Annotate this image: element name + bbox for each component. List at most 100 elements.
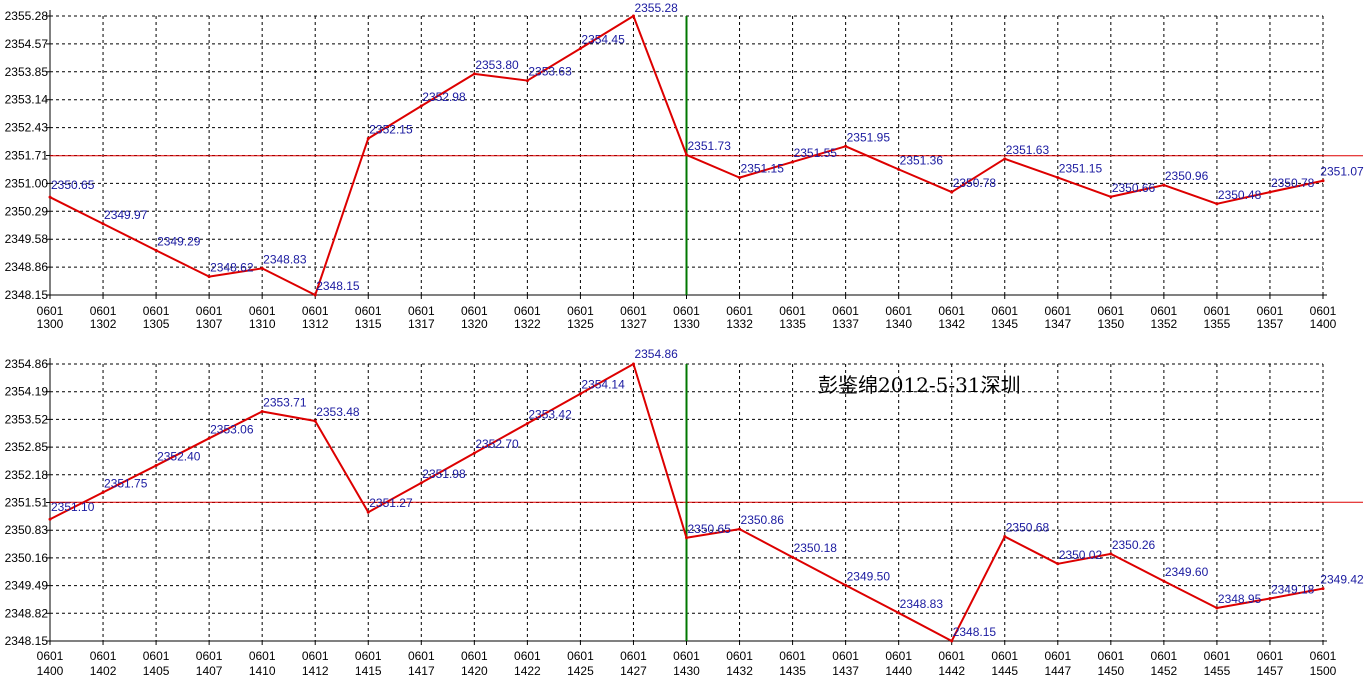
data-point	[791, 160, 795, 164]
data-label: 2350.78	[953, 176, 997, 190]
data-point	[631, 362, 635, 366]
x-tick-label-date: 0601	[37, 304, 64, 318]
x-tick-label-date: 0601	[90, 304, 117, 318]
x-tick-label-date: 0601	[938, 649, 965, 663]
x-tick-label-time: 1312	[302, 317, 329, 331]
data-label: 2351.98	[422, 467, 466, 481]
data-label: 2354.45	[581, 32, 625, 46]
data-label: 2350.68	[1006, 521, 1050, 535]
x-tick-label-time: 1317	[408, 317, 435, 331]
data-point	[260, 266, 264, 270]
data-point	[154, 464, 158, 468]
x-tick-label-date: 0601	[1151, 649, 1178, 663]
data-point	[48, 195, 52, 199]
y-tick-label: 2348.82	[5, 606, 49, 620]
y-tick-label: 2354.86	[5, 357, 49, 371]
x-tick-label-time: 1320	[461, 317, 488, 331]
data-label: 2352.70	[475, 437, 519, 451]
data-point	[525, 79, 529, 83]
data-point	[1003, 157, 1007, 161]
upper-panel: 2355.28 2354.57 2353.85 2353.14 2352.43 2351.…	[5, 1, 1364, 331]
x-tick-label-time: 1407	[196, 664, 223, 678]
x-tick-label-date: 0601	[1257, 304, 1284, 318]
data-label: 2350.02	[1059, 548, 1103, 562]
x-tick-label-date: 0601	[514, 649, 541, 663]
x-tick-label-date: 0601	[620, 304, 647, 318]
data-label: 2351.07	[1320, 165, 1364, 179]
x-tick-label-date: 0601	[1097, 304, 1124, 318]
data-point	[844, 583, 848, 587]
data-point	[101, 490, 105, 494]
data-label: 2348.62	[210, 261, 254, 275]
data-label: 2351.27	[369, 496, 413, 510]
data-label: 2353.80	[475, 58, 519, 72]
y-tick-label: 2351.51	[5, 496, 49, 510]
y-tick-label: 2353.52	[5, 412, 49, 426]
x-tick-label-time: 1300	[37, 317, 64, 331]
x-tick-label-date: 0601	[673, 304, 700, 318]
data-label: 2350.96	[1165, 169, 1209, 183]
data-point	[101, 222, 105, 226]
y-tick-label: 2349.49	[5, 579, 49, 593]
data-point	[207, 436, 211, 440]
y-tick-label: 2352.43	[5, 121, 49, 135]
x-tick-label-time: 1337	[832, 317, 859, 331]
x-tick-label-date: 0601	[832, 304, 859, 318]
y-tick-label: 2350.29	[5, 204, 49, 218]
x-tick-label-time: 1350	[1097, 317, 1124, 331]
data-label: 2352.40	[157, 450, 201, 464]
data-label: 2349.97	[104, 208, 148, 222]
data-point	[154, 248, 158, 252]
data-label: 2355.28	[634, 1, 678, 15]
x-tick-label-time: 1410	[249, 664, 276, 678]
data-label: 2352.15	[369, 122, 413, 136]
x-tick-label-date: 0601	[249, 649, 276, 663]
data-label: 2349.18	[1271, 582, 1315, 596]
data-label: 2353.71	[263, 395, 307, 409]
y-tick-label: 2353.14	[5, 93, 49, 107]
data-point	[366, 510, 370, 514]
x-tick-label-time: 1307	[196, 317, 223, 331]
x-tick-label-time: 1327	[620, 317, 647, 331]
data-point	[472, 451, 476, 455]
x-tick-label-date: 0601	[938, 304, 965, 318]
data-point	[1215, 606, 1219, 610]
y-tick-label: 2348.86	[5, 260, 49, 274]
x-tick-label-date: 0601	[461, 304, 488, 318]
x-tick-label-time: 1412	[302, 664, 329, 678]
data-point	[1003, 535, 1007, 539]
data-label: 2350.18	[794, 541, 838, 555]
data-label: 2353.48	[316, 405, 360, 419]
x-tick-label-date: 0601	[90, 649, 117, 663]
x-tick-label-date: 0601	[726, 649, 753, 663]
data-label: 2350.48	[1218, 188, 1262, 202]
x-tick-label-time: 1400	[1310, 317, 1337, 331]
x-tick-label-date: 0601	[673, 649, 700, 663]
data-point	[950, 639, 954, 643]
y-tick-label: 2350.83	[5, 523, 49, 537]
data-label: 2351.95	[847, 130, 891, 144]
x-tick-label-date: 0601	[355, 304, 382, 318]
data-point	[897, 611, 901, 615]
y-tick-label: 2348.15	[5, 288, 49, 302]
x-tick-label-time: 1325	[567, 317, 594, 331]
x-tick-label-time: 1432	[726, 664, 753, 678]
x-tick-label-time: 1422	[514, 664, 541, 678]
data-label: 2351.36	[900, 153, 944, 167]
x-tick-label-date: 0601	[1257, 649, 1284, 663]
x-tick-label-time: 1437	[832, 664, 859, 678]
x-tick-label-time: 1352	[1151, 317, 1178, 331]
data-label: 2350.26	[1112, 538, 1156, 552]
data-point	[472, 72, 476, 76]
x-tick-label-time: 1305	[143, 317, 170, 331]
data-label: 2353.42	[528, 407, 572, 421]
data-label: 2351.10	[51, 500, 95, 514]
data-label: 2349.29	[157, 234, 201, 248]
y-tick-label: 2354.57	[5, 37, 49, 51]
data-point	[685, 153, 688, 157]
y-tick-label: 2353.85	[5, 65, 49, 79]
data-label: 2353.06	[210, 422, 254, 436]
x-tick-label-date: 0601	[408, 304, 435, 318]
x-tick-label-date: 0601	[1204, 649, 1231, 663]
